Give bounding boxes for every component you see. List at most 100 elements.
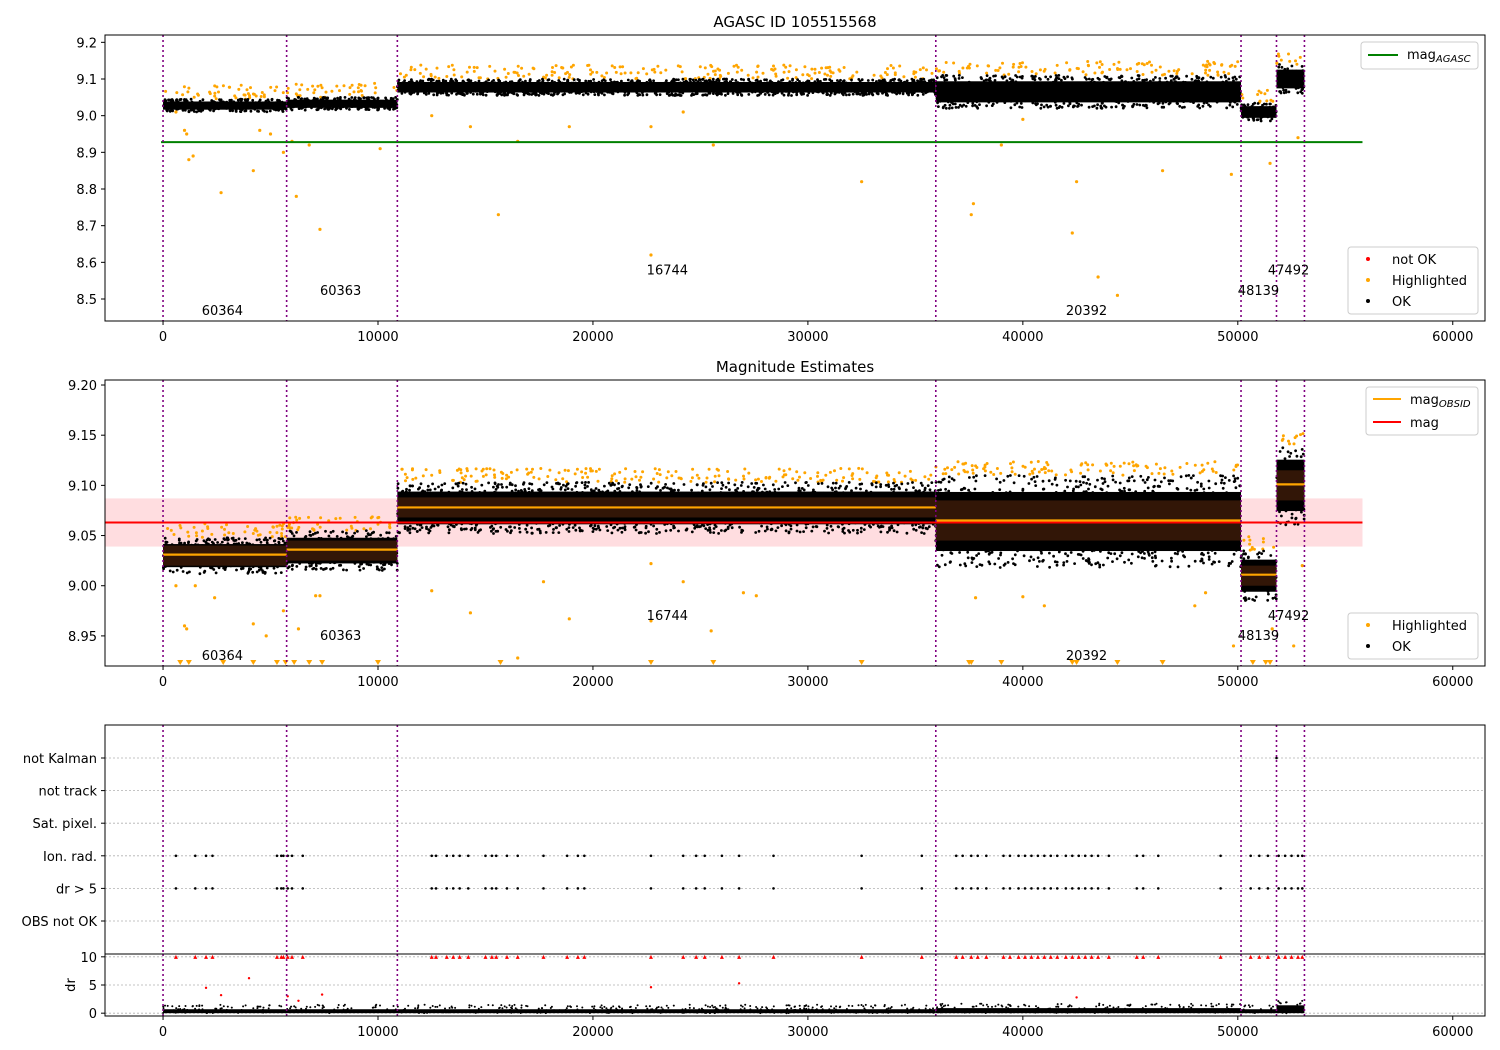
p2-highlighted-point [590, 469, 594, 473]
p1-ok-point [1132, 102, 1136, 106]
p1-ok-point [653, 82, 656, 86]
p2-ok-point [794, 481, 797, 485]
p1-ok-point [353, 98, 356, 101]
p1-ok-point [538, 91, 542, 95]
p1-ok-point [1301, 87, 1304, 91]
p2-highlighted-point [194, 531, 198, 535]
p1-ok-point [911, 93, 914, 96]
p1-ok-point [234, 103, 238, 106]
p1-ok-point [562, 85, 566, 89]
p1-ok-point [677, 78, 680, 82]
p1-ok-point [499, 90, 503, 94]
p1-highlighted-point [413, 68, 417, 72]
p1-ok-point [1090, 78, 1094, 81]
p1-ok-point [362, 105, 366, 108]
p2-ok-point [517, 489, 520, 493]
p2-ok-point [501, 485, 504, 489]
p1-ok-point [1152, 101, 1156, 104]
p2-ok-point [207, 542, 210, 546]
p2-ok-point [492, 485, 495, 489]
p1-ok-point [1287, 71, 1291, 74]
p1-ok-point [1071, 105, 1075, 109]
p1-highlighted-point [591, 70, 594, 74]
p2-ok-point [811, 490, 815, 494]
p1-ok-point [1243, 105, 1247, 109]
p1-ok-point [584, 91, 588, 95]
p1-ok-point [736, 93, 740, 97]
p1-ok-point [679, 81, 682, 85]
p2-ok-point [850, 489, 853, 493]
p2-highlighted-point [504, 477, 508, 481]
p2-ok-point [226, 542, 230, 546]
p1-ok-point [886, 94, 889, 97]
p1-ok-point [1149, 79, 1152, 83]
p2-highlighted-point [705, 476, 709, 480]
p1-ok-point [1183, 105, 1186, 109]
p1-ok-point [365, 100, 369, 104]
p2-highlighted-point [1272, 545, 1276, 549]
p2-ok-point [635, 489, 639, 492]
p1-highlighted-point [855, 70, 859, 74]
p1-ok-point [168, 109, 172, 113]
p1-ok-point [720, 92, 723, 96]
p2-ok-point [634, 528, 638, 532]
p2-highlighted-point [914, 478, 918, 482]
p1-highlighted-point [1296, 136, 1300, 140]
p1-ok-point [222, 100, 225, 104]
p2-ok-point [632, 525, 636, 529]
p2-ok-point [733, 483, 737, 487]
p2-highlighted-point [474, 467, 478, 471]
p1-ok-point [323, 107, 326, 111]
p1-ok-point [856, 92, 859, 96]
p1-ok-point [860, 78, 864, 82]
p1-highlighted-point [352, 90, 356, 94]
p1-ok-point [557, 82, 561, 85]
p1-ok-point [1220, 98, 1223, 102]
p2-highlighted-point [734, 478, 738, 482]
p1-ok-point [1135, 103, 1139, 106]
p1-highlighted-point [1258, 99, 1262, 103]
p1-ok-point [1233, 92, 1237, 96]
p1-ok-point [1120, 75, 1123, 78]
p1-ok-point [758, 88, 762, 91]
p1-ok-point [1223, 84, 1226, 87]
p2-ok-point [921, 524, 925, 527]
p1-ok-point [270, 97, 274, 101]
p1-highlighted-point [1055, 63, 1059, 67]
p1-highlighted-point [174, 110, 178, 114]
p1-ok-point [343, 96, 347, 99]
p1-ok-point [936, 101, 939, 105]
p1-ok-point [562, 77, 566, 81]
p2-highlighted-point [638, 478, 641, 482]
p2-highlighted-point [275, 524, 279, 528]
p2-ok-point [163, 536, 167, 540]
p1-highlighted-point [653, 70, 657, 74]
p2-ok-point [162, 567, 166, 571]
p1-ok-point [302, 101, 306, 104]
p1-ok-point [346, 100, 349, 104]
p2-ok-point [825, 523, 829, 527]
p2-ok-point [613, 489, 617, 493]
p2-ok-point [802, 518, 806, 522]
p1-ok-point [558, 85, 562, 89]
p2-highlighted-point [1105, 463, 1109, 467]
p1-ok-point [740, 88, 744, 91]
p1-highlighted-point [610, 64, 614, 68]
p2-ok-point [851, 528, 855, 532]
p2-ok-point [433, 487, 437, 491]
p1-ok-point [1205, 101, 1209, 104]
p1-ok-point [626, 78, 630, 82]
p1-ok-point [912, 91, 916, 94]
p1-ok-point [418, 82, 422, 85]
p2-ok-point [274, 571, 278, 575]
p1-highlighted-point [1167, 69, 1171, 73]
p1-highlighted-point [213, 84, 217, 88]
p2-ok-point [926, 527, 929, 531]
p1-ok-point [1271, 105, 1275, 109]
p1-ok-point [993, 79, 997, 82]
p1-ok-point [739, 77, 743, 81]
p1-ok-point [822, 78, 826, 81]
p1-ok-point [1137, 77, 1141, 81]
p1-ok-point [899, 81, 903, 85]
p1-highlighted-point [1276, 52, 1280, 56]
